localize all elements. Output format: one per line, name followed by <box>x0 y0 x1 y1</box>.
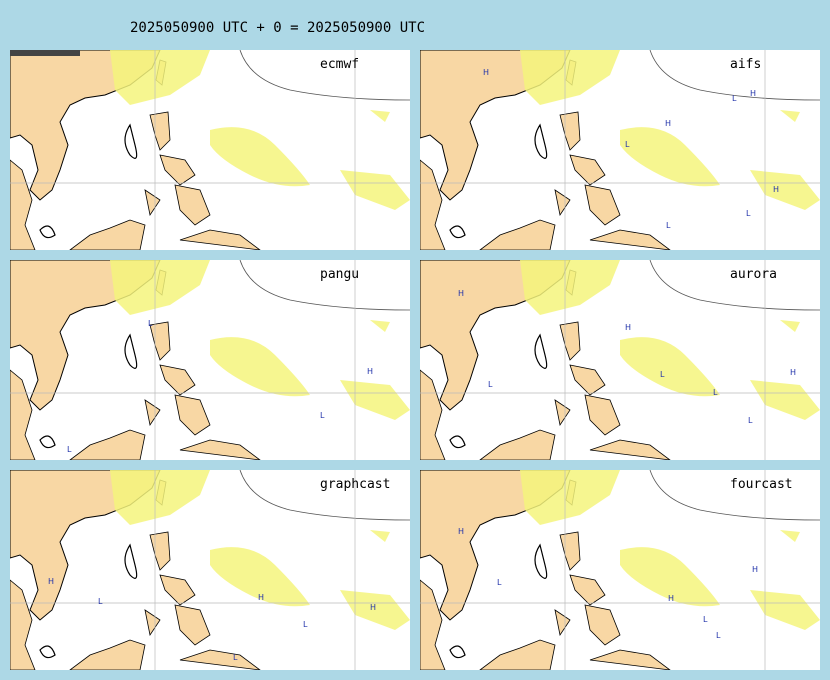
pressure-center: L <box>713 388 718 397</box>
pressure-center: L <box>666 221 671 230</box>
base-map <box>10 470 410 670</box>
pressure-center: H <box>625 323 631 332</box>
pressure-center: H <box>665 119 671 128</box>
pressure-center: L <box>303 620 308 629</box>
panel-label: ecmwf <box>320 57 359 72</box>
pressure-center: L <box>98 597 103 606</box>
map-panel: graphcast H L H L H L <box>10 470 410 670</box>
pressure-center: H <box>483 68 489 77</box>
pressure-center: H <box>458 527 464 536</box>
map-panel: pangu L H L L <box>10 260 410 460</box>
header-title: 2025050900 UTC + 0 = 2025050900 UTC <box>130 20 425 36</box>
panel-label: graphcast <box>320 477 390 492</box>
pressure-center: L <box>748 416 753 425</box>
dark-strip <box>10 50 80 56</box>
pressure-center: L <box>660 370 665 379</box>
map-panel: ecmwf <box>10 50 410 250</box>
pressure-center: L <box>625 140 630 149</box>
pressure-center: H <box>458 289 464 298</box>
pressure-center: L <box>732 94 737 103</box>
base-map <box>10 260 410 460</box>
pressure-center: L <box>320 411 325 420</box>
pressure-center: H <box>750 89 756 98</box>
pressure-center: L <box>497 578 502 587</box>
panel-label: aurora <box>730 267 777 282</box>
panel-label: pangu <box>320 267 359 282</box>
pressure-center: H <box>790 368 796 377</box>
pressure-center: H <box>752 565 758 574</box>
map-panel: aifs H H L H L H L L <box>420 50 820 250</box>
pressure-center: H <box>258 593 264 602</box>
map-panel: aurora H H L L H L L <box>420 260 820 460</box>
pressure-center: L <box>67 445 72 454</box>
base-map <box>420 260 820 460</box>
panel-label: fourcast <box>730 477 793 492</box>
pressure-center: L <box>233 653 238 662</box>
pressure-center: L <box>716 631 721 640</box>
pressure-center: L <box>488 380 493 389</box>
pressure-center: H <box>367 367 373 376</box>
pressure-center: H <box>668 594 674 603</box>
pressure-center: L <box>148 319 153 328</box>
pressure-center: H <box>773 185 779 194</box>
base-map <box>420 50 820 250</box>
pressure-center: L <box>703 615 708 624</box>
pressure-center: H <box>48 577 54 586</box>
base-map <box>420 470 820 670</box>
pressure-center: H <box>370 603 376 612</box>
pressure-center: L <box>746 209 751 218</box>
base-map <box>10 50 410 250</box>
panel-label: aifs <box>730 57 761 72</box>
